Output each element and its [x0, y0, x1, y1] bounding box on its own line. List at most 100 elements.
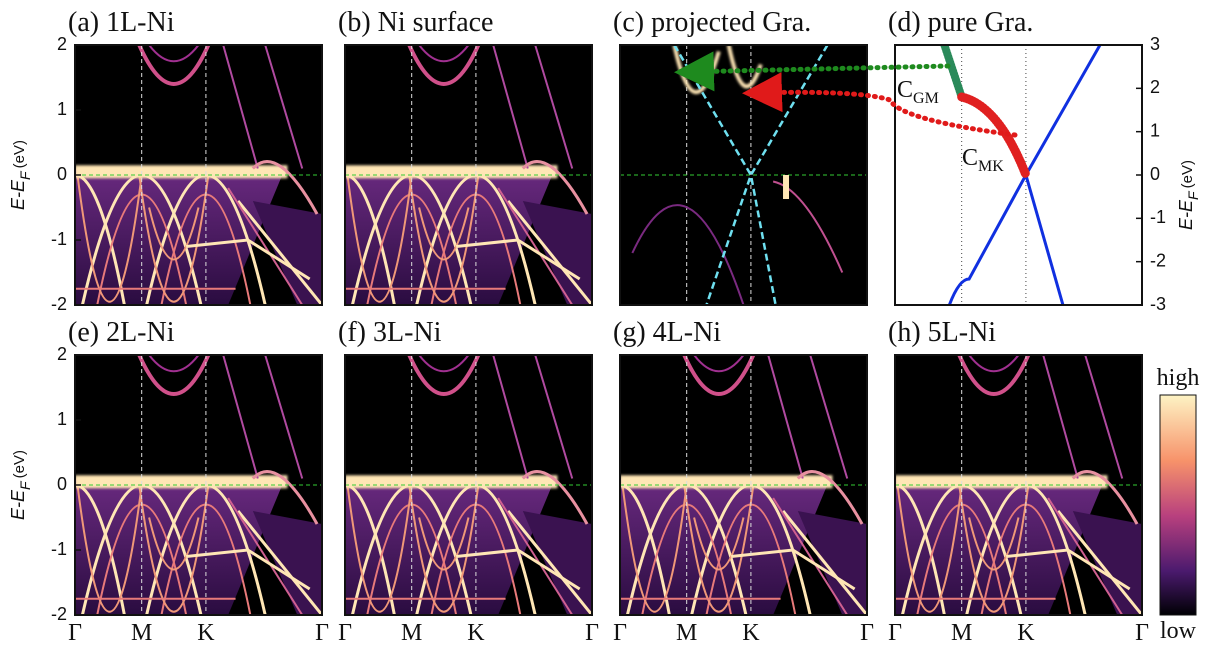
k-point-label: Γ	[860, 620, 874, 646]
panel-title: (b) Ni surface	[338, 7, 493, 38]
panel: (g) 4L-Ni Γ M K Γ	[613, 317, 874, 646]
band	[506, 200, 592, 305]
k-point-label: Γ	[68, 620, 82, 646]
panel: (d) pure Gra.	[888, 7, 1143, 306]
band	[682, 355, 756, 396]
y-tick-label: -2	[51, 604, 67, 624]
k-point-label: Γ	[613, 620, 627, 646]
plot-frame	[344, 354, 593, 616]
band	[251, 470, 319, 525]
band	[418, 517, 470, 571]
k-point-label: K	[467, 620, 485, 646]
plot-area	[620, 355, 867, 615]
annotation: CGM	[897, 77, 939, 107]
band-continuum	[1072, 511, 1142, 615]
annotation-sub: GM	[913, 90, 939, 107]
y-tick-label: 2	[57, 344, 67, 364]
band	[1005, 548, 1131, 591]
band-continuum	[252, 201, 322, 305]
band-continuum	[252, 511, 322, 615]
band	[76, 174, 143, 303]
y-axis-label: E-EF (eV)	[8, 450, 33, 520]
flat-band	[895, 475, 1108, 489]
y-label-sub: F	[17, 170, 33, 180]
annotation: CMK	[962, 145, 1004, 175]
y-label-sub: F	[1185, 190, 1201, 200]
y-axis-label: E-EF (eV)	[8, 140, 33, 210]
band	[796, 470, 864, 525]
projection-gm	[940, 45, 966, 101]
band	[418, 207, 470, 261]
plot-area	[345, 45, 592, 305]
k-point-label: Γ	[1135, 620, 1149, 646]
band	[809, 355, 849, 479]
panel: (e) 2L-Ni Γ M K Γ	[68, 317, 329, 646]
band	[137, 45, 211, 86]
dirac-band	[947, 174, 1028, 305]
y-tick-label: 2	[1150, 77, 1160, 97]
k-point-label: K	[1017, 620, 1035, 646]
band	[621, 484, 688, 613]
band	[138, 174, 210, 303]
y-label-main: E-E	[8, 179, 28, 210]
arrow-mk	[742, 72, 1018, 138]
band	[264, 45, 304, 169]
plot-frame	[894, 354, 1143, 616]
y-tick-label: 3	[1150, 34, 1160, 54]
band	[251, 160, 319, 215]
y-tick-label: -1	[1150, 207, 1166, 227]
y-tick-label: -2	[51, 294, 67, 314]
y-tick-label: -1	[51, 229, 67, 249]
band	[148, 45, 200, 63]
k-point-label: M	[951, 620, 972, 646]
k-point-label: Γ	[315, 620, 329, 646]
plot-area	[620, 45, 867, 305]
flat-band	[345, 165, 558, 179]
y-axis-label: E-EF (eV)	[1176, 160, 1201, 230]
plot-frame	[619, 44, 868, 306]
y-tick-label: 0	[57, 164, 67, 184]
panel-title: (c) projected Gra.	[613, 7, 811, 38]
band	[138, 484, 210, 613]
plot-area	[895, 45, 1142, 305]
band	[534, 355, 574, 479]
band	[781, 510, 867, 615]
y-tick-label: 1	[57, 99, 67, 119]
band	[185, 238, 311, 281]
band	[264, 355, 304, 479]
projection-mk	[957, 92, 1031, 180]
band	[236, 200, 322, 305]
band	[683, 484, 755, 613]
k-point-label: M	[676, 620, 697, 646]
band	[148, 517, 200, 571]
y-tick-label: 1	[1150, 120, 1160, 140]
flat-band	[75, 475, 288, 489]
band	[492, 45, 529, 169]
panel: (h) 5L-Ni Γ M K Γ	[888, 317, 1149, 646]
panel: (c) projected Gra.	[613, 7, 868, 306]
band	[346, 484, 413, 613]
k-point-label: M	[401, 620, 422, 646]
band	[346, 174, 413, 303]
band	[408, 174, 480, 303]
plot-area	[345, 355, 592, 615]
plot-area	[895, 355, 1142, 615]
k-point-label: Γ	[338, 620, 352, 646]
plot-frame	[344, 44, 593, 306]
band	[772, 497, 849, 615]
panel-title: (h) 5L-Ni	[888, 317, 996, 348]
k-point-label: K	[742, 620, 760, 646]
band	[418, 45, 470, 63]
band	[534, 45, 574, 169]
band	[1042, 355, 1079, 479]
k-point-label: K	[197, 620, 215, 646]
y-label-main: E-E	[1176, 199, 1196, 230]
flat-band	[620, 475, 833, 489]
panel-title: (g) 4L-Ni	[613, 317, 721, 348]
y-tick-label: -1	[51, 539, 67, 559]
band	[407, 355, 481, 396]
band	[1047, 497, 1124, 615]
band	[730, 548, 856, 591]
k-point-label: M	[131, 620, 152, 646]
